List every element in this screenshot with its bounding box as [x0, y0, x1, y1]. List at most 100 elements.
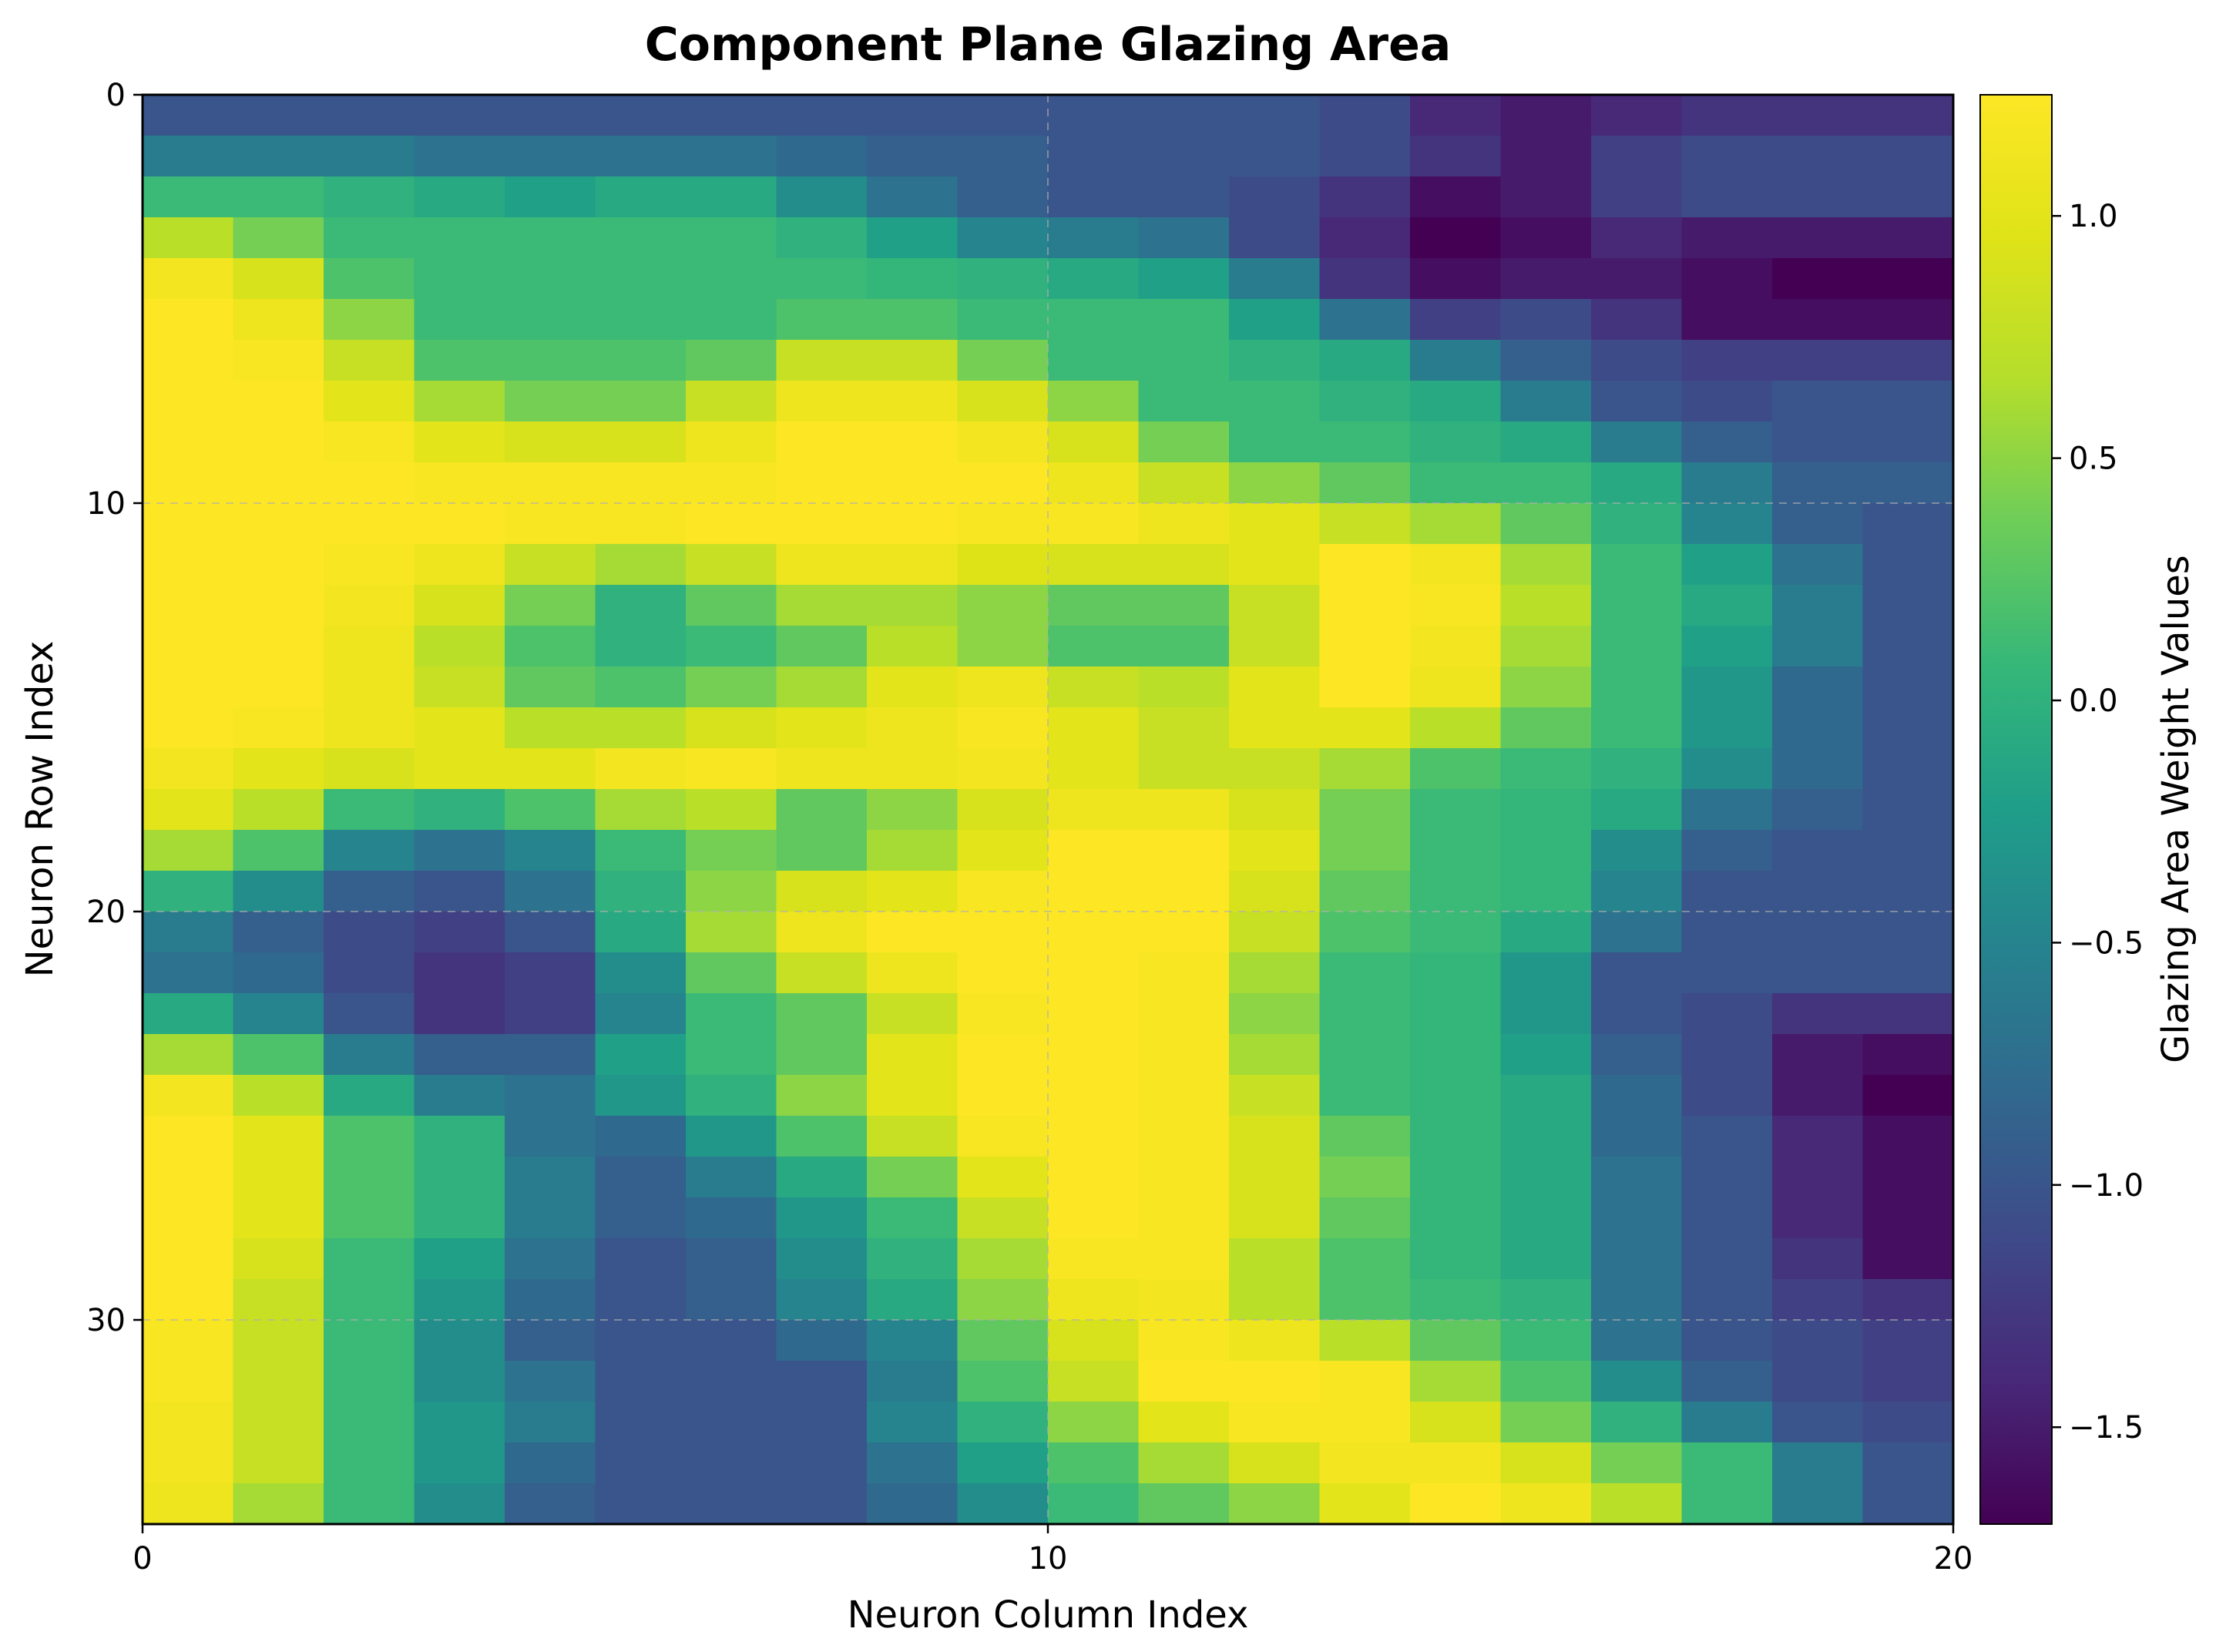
heatmap-cell	[324, 1483, 415, 1525]
heatmap-cell	[1772, 503, 1864, 545]
heatmap-cell	[1319, 1483, 1411, 1525]
heatmap-cell	[595, 421, 687, 463]
heatmap-cell	[1229, 993, 1321, 1035]
heatmap-cell	[595, 585, 687, 626]
heatmap-cell	[1862, 585, 1954, 626]
heatmap-cell	[233, 217, 324, 259]
heatmap-cell	[1862, 1157, 1954, 1198]
heatmap-cell	[776, 1075, 868, 1116]
heatmap-cell	[686, 1157, 777, 1198]
heatmap-cell	[595, 1402, 687, 1443]
heatmap-cell	[957, 626, 1049, 667]
heatmap-cell	[414, 667, 505, 708]
heatmap-cell	[1229, 1320, 1321, 1362]
colorbar-ticks: 1.0 0.5 0.0 −0.5 −1.0 −1.5	[2052, 199, 2144, 1446]
heatmap-cell	[505, 626, 596, 667]
heatmap-cell	[867, 381, 959, 422]
heatmap-cell	[143, 830, 234, 871]
heatmap-cell	[1591, 503, 1683, 545]
heatmap-cell	[1138, 1279, 1230, 1321]
heatmap-cell	[867, 462, 959, 504]
heatmap-cell	[957, 176, 1049, 218]
heatmap-cell	[1048, 1279, 1140, 1321]
heatmap-cell	[233, 1116, 324, 1157]
heatmap-cell	[143, 176, 234, 218]
heatmap-cell	[776, 95, 868, 136]
heatmap-cell	[505, 544, 596, 586]
heatmap-cell	[776, 136, 868, 177]
heatmap-cell	[595, 1075, 687, 1116]
heatmap-cell	[1229, 1116, 1321, 1157]
heatmap-cell	[233, 95, 324, 136]
heatmap-cell	[686, 544, 777, 586]
heatmap-cell	[1138, 1402, 1230, 1443]
heatmap-cell	[867, 1157, 959, 1198]
heatmap-cell	[1772, 871, 1864, 912]
heatmap-cell	[595, 1116, 687, 1157]
heatmap-cell	[867, 1034, 959, 1076]
y-tick-label: 20	[86, 895, 126, 930]
heatmap-cell	[143, 667, 234, 708]
heatmap-cell	[505, 503, 596, 545]
heatmap-cell	[1862, 1279, 1954, 1321]
heatmap-cell	[957, 707, 1049, 749]
x-tick-label: 10	[1029, 1541, 1068, 1576]
heatmap-cell	[233, 544, 324, 586]
heatmap-cell	[957, 993, 1049, 1035]
heatmap-cell	[1772, 993, 1864, 1035]
heatmap-cell	[414, 1157, 505, 1198]
heatmap-cell	[1591, 1442, 1683, 1484]
heatmap-cell	[1229, 626, 1321, 667]
heatmap-cell	[1138, 1361, 1230, 1402]
heatmap-cell	[1229, 544, 1321, 586]
heatmap-cell	[1591, 1075, 1683, 1116]
heatmap-cell	[1410, 707, 1502, 749]
heatmap-cell	[143, 1483, 234, 1525]
heatmap-cell	[505, 1116, 596, 1157]
heatmap-cell	[1048, 462, 1140, 504]
heatmap-cell	[686, 1483, 777, 1525]
heatmap-cell	[1229, 340, 1321, 381]
heatmap-cell	[1138, 1483, 1230, 1525]
heatmap-cell	[1591, 381, 1683, 422]
heatmap-cell	[324, 1279, 415, 1321]
heatmap-cell	[957, 258, 1049, 300]
heatmap-cell	[505, 462, 596, 504]
heatmap-cell	[595, 626, 687, 667]
heatmap-cell	[1410, 95, 1502, 136]
heatmap-cell	[686, 217, 777, 259]
heatmap-cell	[1410, 748, 1502, 790]
heatmap-cell	[1862, 993, 1954, 1035]
heatmap-cell	[1681, 667, 1773, 708]
heatmap-cell	[1319, 1279, 1411, 1321]
heatmap-cell	[1229, 217, 1321, 259]
heatmap-cell	[1410, 1483, 1502, 1525]
heatmap-cell	[595, 136, 687, 177]
heatmap-cell	[1138, 667, 1230, 708]
heatmap-cell	[1772, 1279, 1864, 1321]
heatmap-cell	[1229, 1034, 1321, 1076]
heatmap-cell	[143, 462, 234, 504]
heatmap-cell	[1681, 1238, 1773, 1280]
heatmap-cell	[595, 462, 687, 504]
heatmap-cell	[143, 95, 234, 136]
heatmap-cell	[867, 1320, 959, 1362]
heatmap-cell	[1319, 544, 1411, 586]
heatmap-cell	[1229, 258, 1321, 300]
heatmap-cell	[414, 217, 505, 259]
heatmap-cell	[686, 503, 777, 545]
heatmap-cell	[143, 1442, 234, 1484]
heatmap-cell	[1862, 258, 1954, 300]
heatmap-cell	[1048, 585, 1140, 626]
heatmap-cell	[1500, 1361, 1592, 1402]
heatmap-cell	[1681, 95, 1773, 136]
heatmap-cell	[957, 1238, 1049, 1280]
heatmap-cell	[1500, 421, 1592, 463]
heatmap-cell	[1591, 789, 1683, 831]
heatmap-cell	[867, 789, 959, 831]
heatmap-cell	[595, 993, 687, 1035]
heatmap-cell	[1500, 667, 1592, 708]
heatmap-cell	[1410, 176, 1502, 218]
heatmap-cell	[1138, 952, 1230, 994]
heatmap-cell	[324, 1197, 415, 1239]
